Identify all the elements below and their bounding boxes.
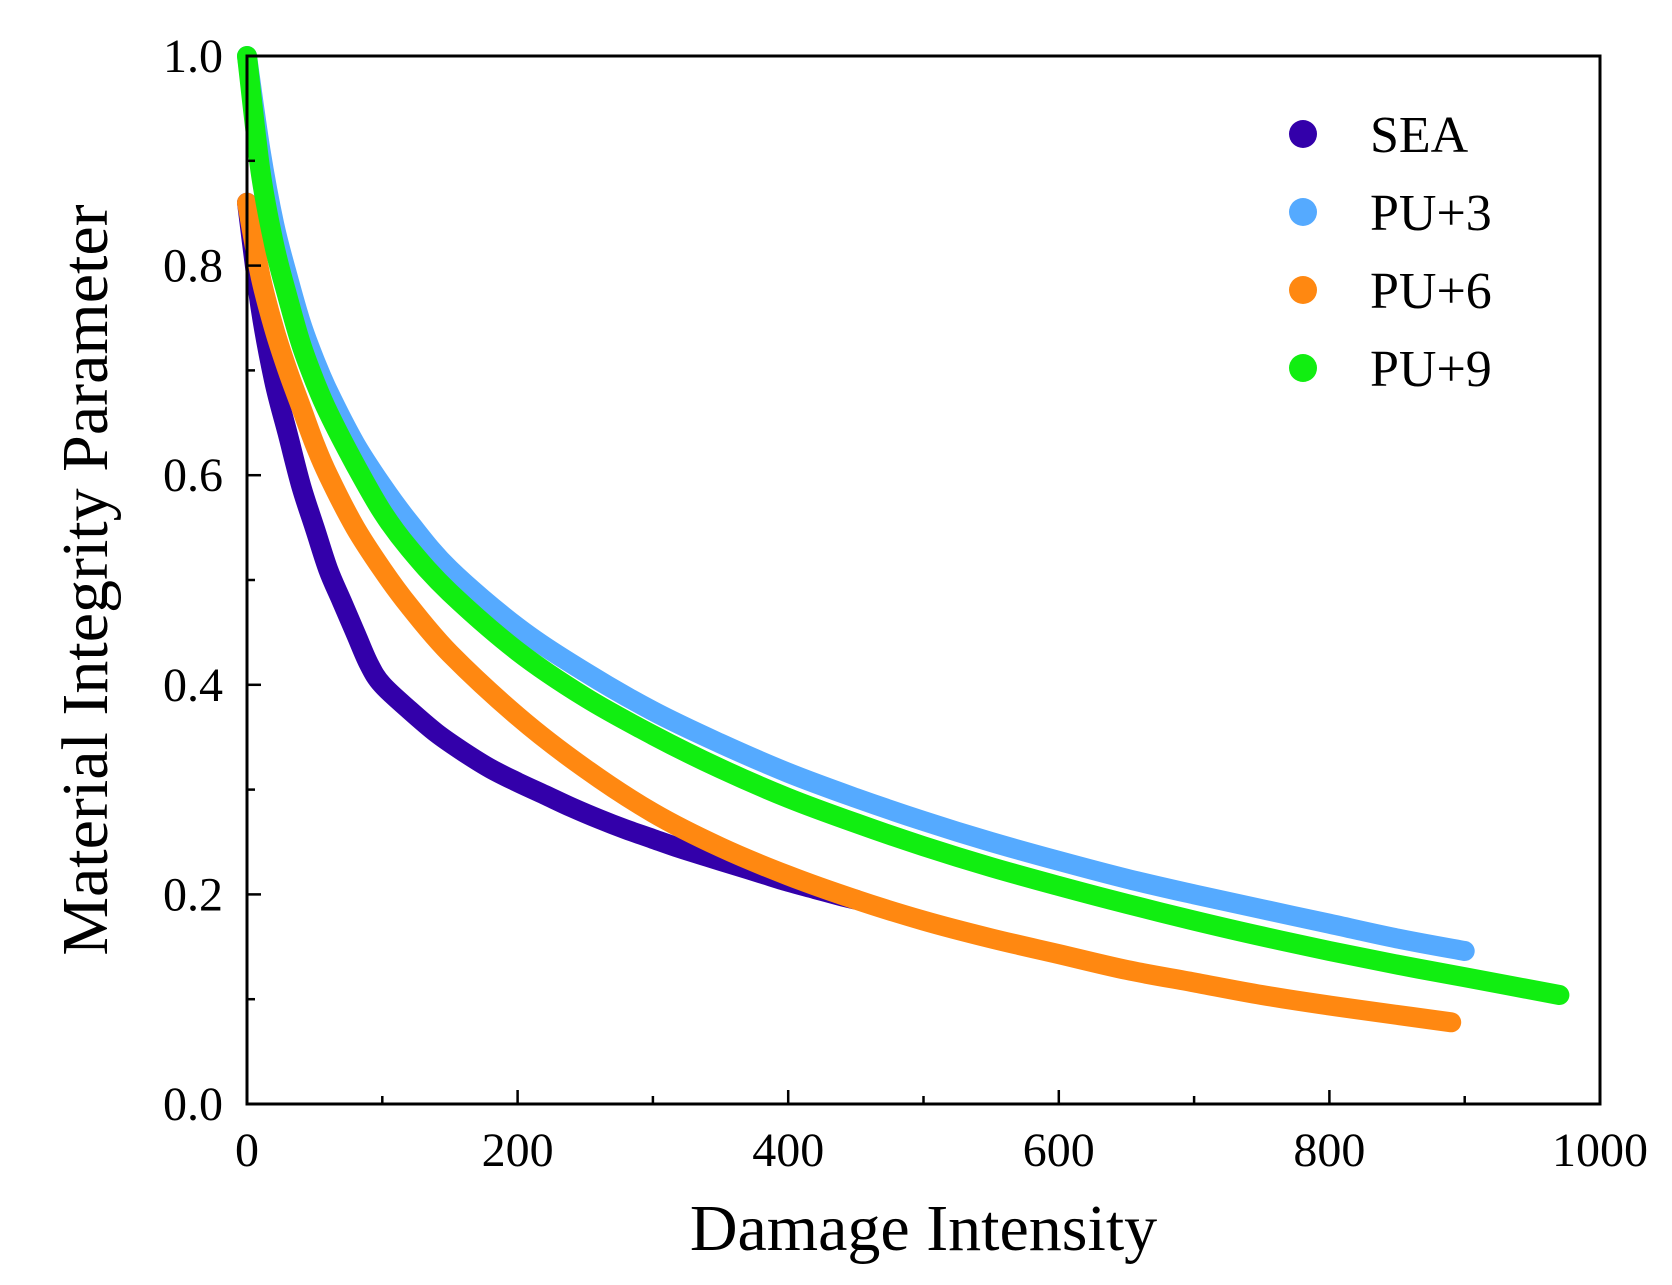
legend-label-pu-9: PU+9 xyxy=(1370,341,1492,398)
x-tick-label: 800 xyxy=(1293,1124,1365,1177)
y-tick-label: 1.0 xyxy=(163,30,223,83)
series-layer xyxy=(237,46,1570,1033)
y-tick-label: 0.6 xyxy=(163,449,223,502)
y-tick-label: 0.4 xyxy=(163,659,223,712)
x-tick-label: 600 xyxy=(1023,1124,1095,1177)
x-tick-label: 1000 xyxy=(1552,1124,1648,1177)
legend-marker-pu-9 xyxy=(1289,354,1317,382)
x-tick-label: 0 xyxy=(235,1124,259,1177)
x-tick-label: 200 xyxy=(482,1124,554,1177)
legend-marker-pu-3 xyxy=(1289,198,1317,226)
x-axis-label: Damage Intensity xyxy=(690,1192,1157,1265)
legend-marker-sea xyxy=(1289,120,1317,148)
legend-label-pu-6: PU+6 xyxy=(1370,263,1492,320)
legend: SEA PU+3 PU+6 PU+9 xyxy=(1289,107,1492,398)
legend-label-pu-3: PU+3 xyxy=(1370,185,1492,242)
x-tick-label: 400 xyxy=(752,1124,824,1177)
legend-label-sea: SEA xyxy=(1370,107,1469,164)
y-tick-label: 0.8 xyxy=(163,240,223,293)
y-tick-label: 0.2 xyxy=(163,868,223,921)
y-tick-label: 0.0 xyxy=(163,1078,223,1131)
series-pu-9 xyxy=(237,46,1570,1005)
legend-marker-pu-6 xyxy=(1289,276,1317,304)
y-axis-label: Material Integrity Parameter xyxy=(49,204,122,955)
ticks-layer: 0 200 400 600 800 1000 0.0 0.2 0.4 0.6 0.8 1.0 xyxy=(163,30,1648,1177)
series-pu-6 xyxy=(237,192,1462,1033)
series-sea xyxy=(237,192,866,910)
